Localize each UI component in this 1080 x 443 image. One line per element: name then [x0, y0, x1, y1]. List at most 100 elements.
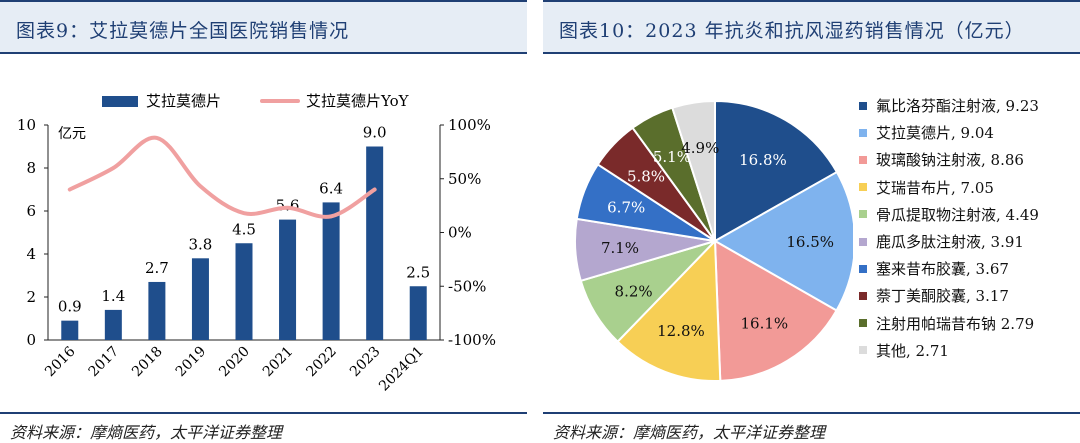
bar-value-label: 2.7 — [145, 259, 169, 277]
legend-label: 玻璃酸钠注射液, 8.86 — [876, 151, 1024, 170]
pie-slice-label: 4.9% — [681, 139, 719, 157]
right-chart-title: 图表10：2023 年抗炎和抗风湿药销售情况（亿元） — [559, 20, 1025, 42]
pie-legend-item: 氟比洛芬酯注射液, 9.23 — [859, 92, 1079, 119]
legend-label: 艾拉莫德片, 9.04 — [876, 124, 994, 143]
left-y-unit: 亿元 — [58, 126, 86, 142]
legend-swatch — [859, 264, 867, 273]
pie-slice-label: 8.2% — [615, 282, 653, 300]
pie-slice — [714, 99, 839, 243]
left-y-tick-label: 8 — [26, 159, 36, 177]
right-y-tick-label: 100% — [448, 116, 491, 134]
bar-value-label: 0.9 — [58, 298, 82, 316]
legend-label: 艾瑞昔布片, 7.05 — [876, 178, 994, 197]
bar — [61, 320, 79, 340]
pie-slice — [671, 99, 716, 242]
pie-slice-label: 5.8% — [627, 167, 665, 185]
pie-legend-item: 艾瑞昔布片, 7.05 — [859, 174, 1079, 201]
bar — [279, 219, 297, 340]
bar-value-label: 6.4 — [319, 179, 343, 197]
pie-slice — [713, 239, 838, 382]
legend-swatch — [859, 319, 867, 328]
bar-value-label: 3.8 — [189, 235, 213, 253]
left-chart-panel: 图表9：艾拉莫德片全国医院销售情况 0 2 4 6 8 10 -100% -50% 0% 50% 1… — [0, 0, 527, 442]
x-tick-label: 2022 — [303, 344, 340, 381]
left-panel-header: 图表9：艾拉莫德片全国医院销售情况 — [0, 0, 527, 54]
x-tick-label: 2024Q1 — [376, 344, 427, 395]
x-tick-label: 2017 — [86, 344, 123, 381]
pie-legend-item: 骨瓜提取物注射液, 4.49 — [859, 201, 1079, 228]
left-y-tick-label: 2 — [26, 288, 36, 306]
x-tick-label: 2016 — [42, 343, 79, 380]
legend-swatch — [859, 101, 867, 110]
legend-swatch — [859, 128, 867, 137]
pie-slice — [616, 238, 722, 382]
right-panel-header: 图表10：2023 年抗炎和抗风湿药销售情况（亿元） — [543, 0, 1080, 54]
pie-legend-item: 玻璃酸钠注射液, 8.86 — [859, 146, 1079, 173]
pie-slice-label: 5.1% — [653, 148, 691, 166]
pie-slice-label: 16.1% — [740, 314, 788, 332]
bar — [235, 243, 253, 340]
pie-legend-item: 塞来昔布胶囊, 3.67 — [859, 255, 1079, 282]
bar-value-label: 1.4 — [101, 287, 125, 305]
bar — [104, 309, 122, 340]
left-y-tick-label: 0 — [26, 331, 36, 349]
right-chart-panel: 图表10：2023 年抗炎和抗风湿药销售情况（亿元） 16.8% 16.5% 16.… — [543, 0, 1080, 442]
x-tick-label: 2019 — [173, 344, 210, 381]
right-y-tick-label: -50% — [448, 277, 486, 295]
bar — [148, 281, 166, 340]
left-chart-title: 图表9：艾拉莫德片全国医院销售情况 — [16, 20, 350, 42]
pie-legend-item: 其他, 2.71 — [859, 337, 1079, 364]
legend-line-label: 艾拉莫德片YoY — [306, 92, 410, 110]
pie-slice-label: 12.8% — [657, 322, 705, 340]
legend-label: 塞来昔布胶囊, 3.67 — [876, 260, 1009, 279]
legend-swatch — [859, 291, 867, 300]
x-tick-label: 2018 — [129, 344, 166, 381]
bar-value-label: 2.5 — [406, 263, 430, 281]
legend-label: 其他, 2.71 — [876, 341, 949, 360]
bar — [191, 258, 209, 340]
x-tick-label: 2020 — [216, 344, 253, 381]
legend-label: 注射用帕瑞昔布钠 2.79 — [876, 314, 1035, 333]
right-y-tick-label: 0% — [448, 224, 472, 242]
pie-slice-label: 6.7% — [607, 199, 645, 217]
bar — [322, 202, 340, 340]
legend-swatch — [859, 183, 867, 192]
legend-bar-label: 艾拉莫德片 — [146, 92, 221, 110]
pie-slice-label: 7.1% — [601, 239, 639, 257]
bar — [409, 286, 427, 340]
right-y-tick-label: 50% — [448, 170, 481, 188]
legend-swatch — [859, 346, 867, 355]
pie-legend-item: 注射用帕瑞昔布钠 2.79 — [859, 310, 1079, 337]
pie-slice — [712, 170, 853, 312]
bar-value-label: 5.6 — [276, 197, 300, 215]
right-source-note: 资料来源：摩熵医药，太平洋证券整理 — [553, 423, 826, 442]
right-panel-footer: 资料来源：摩熵医药，太平洋证券整理 — [543, 412, 1080, 442]
pie-slice-label: 16.5% — [786, 233, 834, 251]
left-y-tick-label: 10 — [17, 116, 36, 134]
legend-swatch — [859, 155, 867, 164]
legend-swatch — [859, 210, 867, 219]
legend-bar-swatch — [102, 96, 138, 107]
bar-value-label: 9.0 — [363, 124, 387, 142]
left-y-tick-label: 6 — [26, 202, 36, 220]
left-source-note: 资料来源：摩熵医药，太平洋证券整理 — [10, 423, 283, 442]
bar-value-label: 4.5 — [232, 220, 256, 238]
sales-bar-line-chart: 0 2 4 6 8 10 -100% -50% 0% 50% 100% 亿元 0.9 1.4 2.7 3.8 4… — [17, 92, 496, 395]
pie-legend-item: 艾拉莫德片, 9.04 — [859, 119, 1079, 146]
legend-label: 氟比洛芬酯注射液, 9.23 — [876, 97, 1039, 116]
legend-label: 萘丁美酮胶囊, 3.17 — [876, 287, 1009, 306]
market-share-pie-chart: 16.8% 16.5% 16.1% 12.8% 8.2% 7.1% 6.7% 5.8%5.1%… — [574, 99, 853, 382]
right-y-tick-label: -100% — [448, 331, 496, 349]
pie-slice-label: 16.8% — [739, 151, 787, 169]
pie-legend-item: 萘丁美酮胶囊, 3.17 — [859, 282, 1079, 309]
legend-label: 鹿瓜多肽注射液, 3.91 — [876, 233, 1024, 252]
pie-legend-item: 鹿瓜多肽注射液, 3.91 — [859, 228, 1079, 255]
pie-legend: 氟比洛芬酯注射液, 9.23 艾拉莫德片, 9.04 玻璃酸钠注射液, 8.86 艾瑞… — [859, 92, 1079, 364]
yoy-line — [67, 135, 377, 219]
x-tick-label: 2021 — [260, 344, 297, 381]
left-y-tick-label: 4 — [26, 245, 36, 263]
legend-label: 骨瓜提取物注射液, 4.49 — [876, 205, 1039, 224]
legend-swatch — [859, 237, 867, 246]
left-panel-footer: 资料来源：摩熵医药，太平洋证券整理 — [0, 412, 527, 442]
bar — [366, 146, 384, 340]
